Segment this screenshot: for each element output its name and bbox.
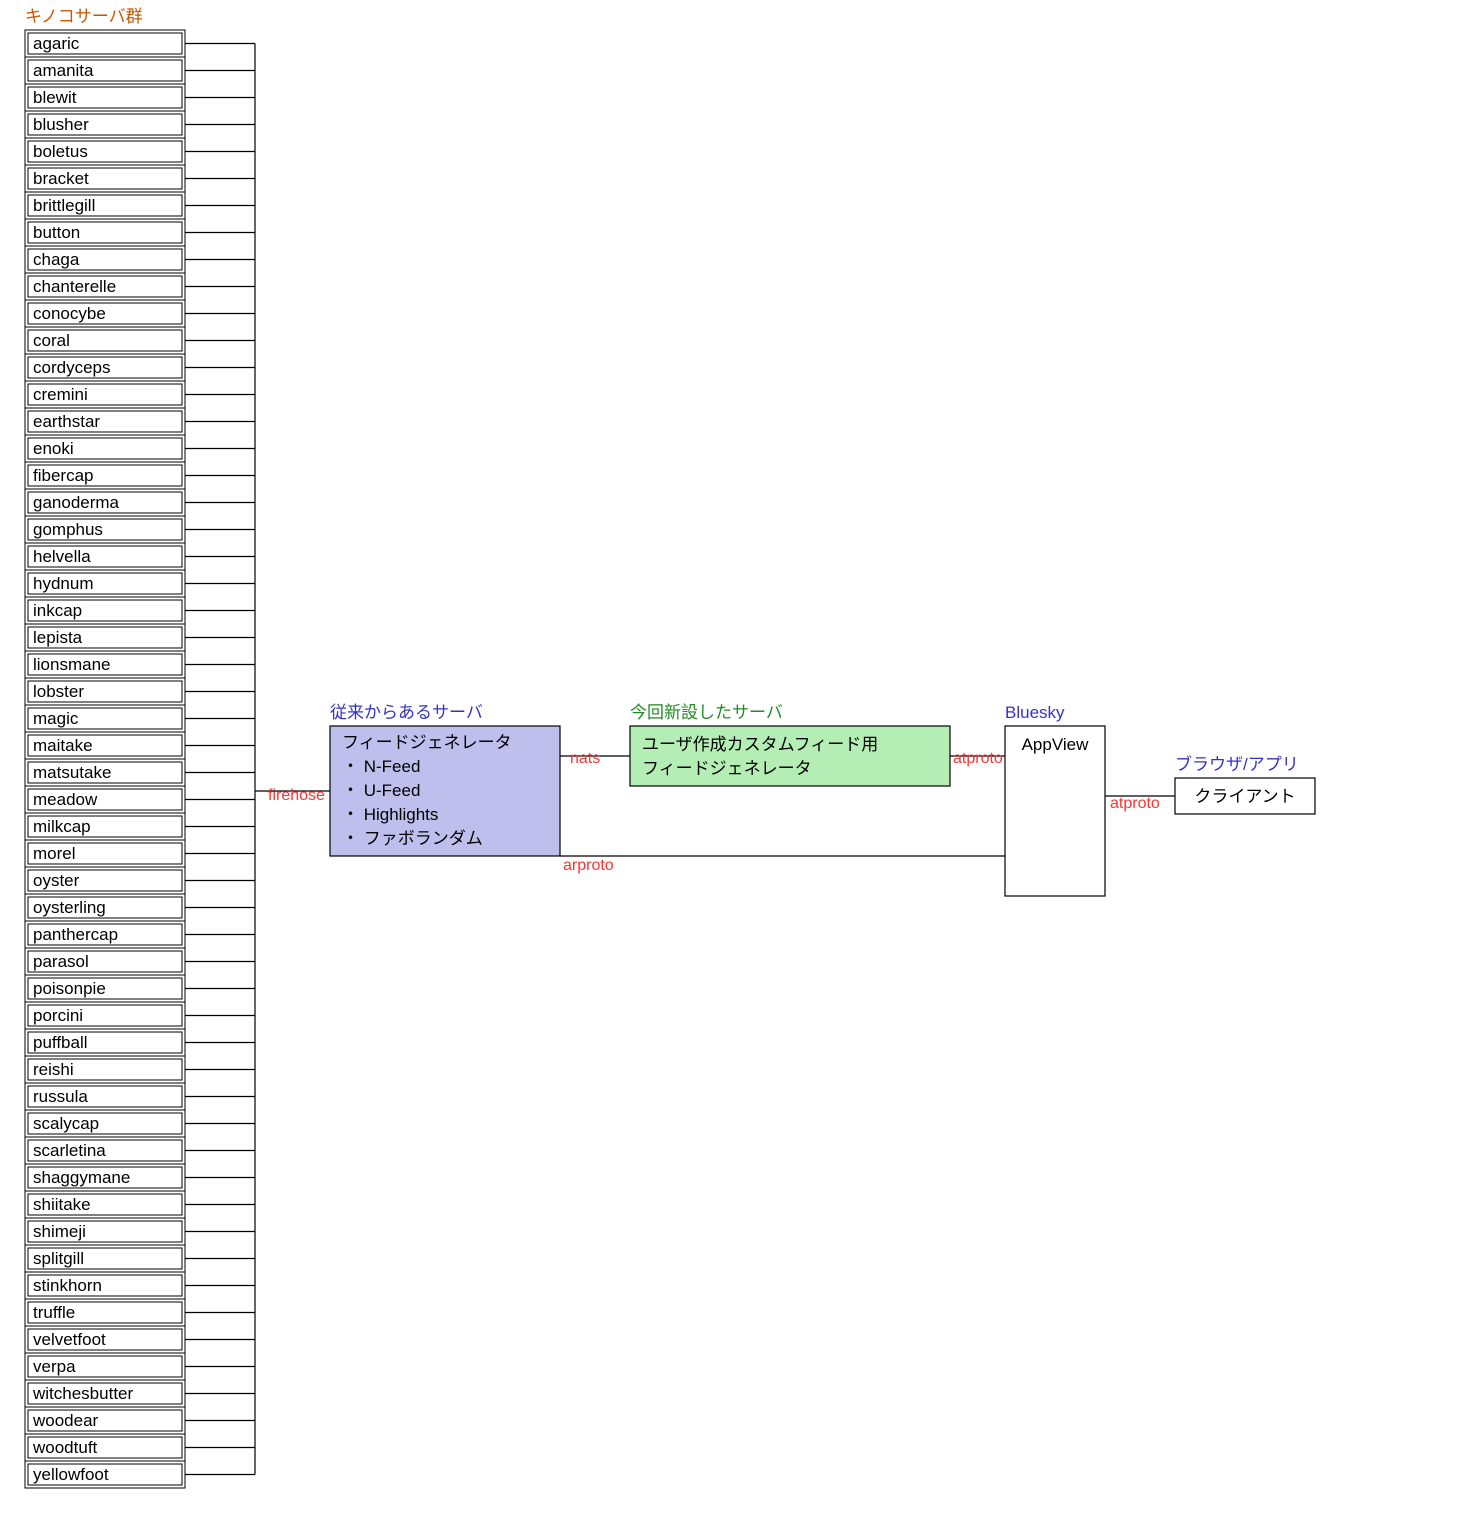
mushroom-server-label: puffball [33, 1033, 88, 1052]
mushroom-server-label: woodtuft [32, 1438, 98, 1457]
mushroom-server-label: magic [33, 709, 79, 728]
mushroom-server-label: porcini [33, 1006, 83, 1025]
mushroom-server-label: inkcap [33, 601, 82, 620]
mushroom-server-label: matsutake [33, 763, 111, 782]
existing-server-item: ・ Highlights [342, 805, 438, 824]
mushroom-server-label: velvetfoot [33, 1330, 106, 1349]
mushroom-server-label: parasol [33, 952, 89, 971]
mushroom-server-label: brittlegill [33, 196, 95, 215]
mushroom-server-label: meadow [33, 790, 98, 809]
mushroom-server-label: bracket [33, 169, 89, 188]
mushroom-server-label: conocybe [33, 304, 106, 323]
mushroom-server-label: earthstar [33, 412, 100, 431]
mushroom-server-label: helvella [33, 547, 91, 566]
client-label: ブラウザ/アプリ [1175, 754, 1299, 774]
mushroom-server-label: reishi [33, 1060, 74, 1079]
mushroom-server-label: scalycap [33, 1114, 99, 1133]
mushroom-server-label: fibercap [33, 466, 93, 485]
mushroom-server-label: verpa [33, 1357, 76, 1376]
mushroom-server-label: poisonpie [33, 979, 106, 998]
mushroom-server-label: enoki [33, 439, 74, 458]
mushroom-server-label: maitake [33, 736, 93, 755]
mushroom-group-label: キノコサーバ群 [25, 7, 143, 26]
mushroom-server-label: woodear [32, 1411, 99, 1430]
client-text: クライアント [1194, 787, 1295, 806]
new-server-label: 今回新設したサーバ [630, 703, 783, 722]
mushroom-server-label: yellowfoot [33, 1465, 109, 1484]
mushroom-server-label: cordyceps [33, 358, 110, 377]
mushroom-server-label: russula [33, 1087, 88, 1106]
mushroom-server-label: oyster [33, 871, 80, 890]
mushroom-server-label: oysterling [33, 898, 106, 917]
mushroom-server-label: lepista [33, 628, 83, 647]
mushroom-server-label: splitgill [33, 1249, 84, 1268]
mushroom-server-label: witchesbutter [32, 1384, 133, 1403]
bluesky-text: AppView [1022, 735, 1090, 754]
mushroom-server-label: lionsmane [33, 655, 111, 674]
mushroom-server-label: cremini [33, 385, 88, 404]
mushroom-server-label: panthercap [33, 925, 118, 944]
edge-firehose-label: firehose [268, 787, 325, 804]
mushroom-server-label: lobster [33, 682, 84, 701]
mushroom-server-label: truffle [33, 1303, 75, 1322]
mushroom-server-label: milkcap [33, 817, 91, 836]
mushroom-server-label: morel [33, 844, 76, 863]
new-server-line: フィードジェネレータ [642, 759, 812, 778]
mushroom-server-label: stinkhorn [33, 1276, 102, 1295]
mushroom-server-label: chaga [33, 250, 80, 269]
edge-atproto1-label: atproto [953, 750, 1003, 767]
edge-atproto2-label: atproto [1110, 795, 1160, 812]
existing-server-item: ・ N-Feed [342, 757, 420, 776]
existing-server-item: ・ ファボランダム [342, 829, 483, 848]
existing-server-title: フィードジェネレータ [342, 733, 512, 752]
edge-nats-label: nats [570, 750, 600, 767]
bluesky-label: Bluesky [1005, 703, 1065, 722]
new-server-line: ユーザ作成カスタムフィード用 [642, 735, 878, 754]
mushroom-server-label: blusher [33, 115, 89, 134]
mushroom-server-label: scarletina [33, 1141, 106, 1160]
mushroom-server-label: shimeji [33, 1222, 86, 1241]
mushroom-server-label: boletus [33, 142, 88, 161]
mushroom-server-label: blewit [33, 88, 77, 107]
mushroom-server-label: gomphus [33, 520, 103, 539]
existing-server-item: ・ U-Feed [342, 781, 420, 800]
mushroom-server-label: agaric [33, 34, 80, 53]
mushroom-server-label: shiitake [33, 1195, 91, 1214]
mushroom-server-label: ganoderma [33, 493, 120, 512]
mushroom-server-label: amanita [33, 61, 94, 80]
mushroom-server-label: hydnum [33, 574, 93, 593]
mushroom-server-label: shaggymane [33, 1168, 130, 1187]
edge-arproto-label: arproto [563, 857, 614, 874]
mushroom-server-label: button [33, 223, 80, 242]
mushroom-server-label: chanterelle [33, 277, 116, 296]
existing-server-label: 従来からあるサーバ [330, 703, 483, 722]
mushroom-server-label: coral [33, 331, 70, 350]
